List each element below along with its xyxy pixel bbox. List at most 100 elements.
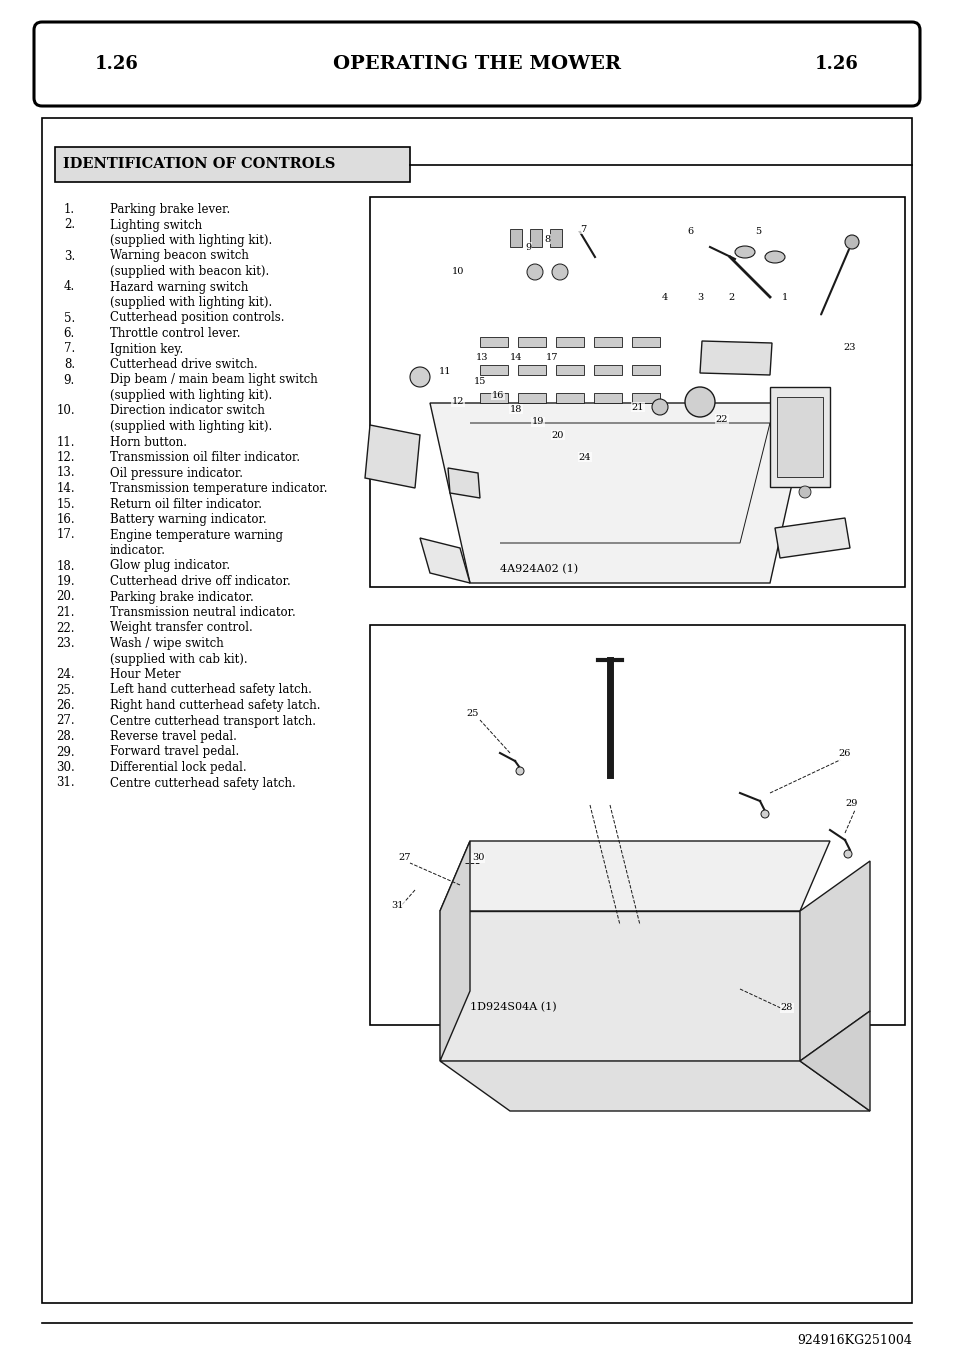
Text: 25.: 25. — [56, 683, 75, 697]
Text: 3: 3 — [696, 293, 702, 302]
Text: 12: 12 — [452, 398, 464, 407]
Text: 19.: 19. — [56, 576, 75, 588]
Circle shape — [844, 235, 858, 249]
Text: 2.: 2. — [64, 218, 75, 232]
Bar — [530, 229, 541, 247]
Circle shape — [651, 399, 667, 415]
Bar — [594, 337, 621, 346]
Polygon shape — [448, 468, 479, 497]
Text: (supplied with cab kit).: (supplied with cab kit). — [110, 652, 248, 666]
Text: Centre cutterhead safety latch.: Centre cutterhead safety latch. — [110, 776, 295, 790]
Text: 17: 17 — [545, 352, 558, 361]
Text: 2: 2 — [728, 293, 735, 302]
Text: Return oil filter indicator.: Return oil filter indicator. — [110, 497, 262, 511]
Text: Wash / wipe switch: Wash / wipe switch — [110, 638, 224, 650]
Text: 15.: 15. — [56, 497, 75, 511]
Text: 24.: 24. — [56, 669, 75, 681]
Text: Glow plug indicator.: Glow plug indicator. — [110, 559, 230, 573]
Bar — [556, 337, 583, 346]
Text: Battery warning indicator.: Battery warning indicator. — [110, 514, 266, 526]
Bar — [517, 365, 545, 375]
Text: 26: 26 — [838, 748, 850, 758]
Text: 21: 21 — [631, 403, 643, 411]
Text: Transmission oil filter indicator.: Transmission oil filter indicator. — [110, 452, 300, 464]
Text: 6.: 6. — [64, 328, 75, 340]
Text: Cutterhead drive switch.: Cutterhead drive switch. — [110, 359, 257, 371]
Bar — [631, 365, 659, 375]
Bar — [776, 398, 822, 477]
Text: 27.: 27. — [56, 714, 75, 728]
Text: 14.: 14. — [56, 483, 75, 495]
Text: 23.: 23. — [56, 638, 75, 650]
Text: Cutterhead position controls.: Cutterhead position controls. — [110, 311, 284, 325]
Polygon shape — [419, 538, 470, 582]
Text: 1.26: 1.26 — [814, 55, 858, 73]
Bar — [594, 394, 621, 403]
Text: 22: 22 — [715, 414, 727, 423]
Bar — [517, 337, 545, 346]
Text: Differential lock pedal.: Differential lock pedal. — [110, 762, 247, 774]
Text: 16.: 16. — [56, 514, 75, 526]
Circle shape — [552, 264, 567, 280]
Text: 29: 29 — [845, 798, 858, 807]
Text: Throttle control lever.: Throttle control lever. — [110, 328, 240, 340]
Circle shape — [410, 367, 430, 387]
Circle shape — [516, 767, 523, 775]
Text: 21.: 21. — [56, 607, 75, 619]
Text: 5: 5 — [754, 228, 760, 236]
Bar — [556, 394, 583, 403]
Text: 27: 27 — [398, 852, 411, 861]
Polygon shape — [365, 425, 419, 488]
Text: (supplied with lighting kit).: (supplied with lighting kit). — [110, 297, 272, 309]
Text: Engine temperature warning: Engine temperature warning — [110, 528, 283, 542]
Text: Dip beam / main beam light switch: Dip beam / main beam light switch — [110, 373, 317, 387]
Polygon shape — [430, 403, 809, 582]
Bar — [55, 147, 410, 182]
Text: 15: 15 — [474, 377, 486, 387]
Text: 24: 24 — [578, 453, 591, 461]
Text: Right hand cutterhead safety latch.: Right hand cutterhead safety latch. — [110, 700, 320, 712]
Text: indicator.: indicator. — [110, 545, 166, 557]
Bar — [510, 229, 521, 247]
Text: Reverse travel pedal.: Reverse travel pedal. — [110, 731, 236, 743]
Text: 8.: 8. — [64, 359, 75, 371]
Text: 28: 28 — [780, 1003, 792, 1012]
Text: 22.: 22. — [56, 621, 75, 635]
Text: 1: 1 — [781, 293, 787, 302]
Text: Horn button.: Horn button. — [110, 435, 187, 449]
Bar — [479, 337, 507, 346]
Text: 3.: 3. — [64, 249, 75, 263]
Text: 25: 25 — [466, 709, 478, 717]
Text: 16: 16 — [492, 391, 503, 399]
Text: Forward travel pedal.: Forward travel pedal. — [110, 745, 239, 759]
Text: 20: 20 — [551, 430, 563, 439]
Bar — [631, 394, 659, 403]
Bar — [42, 119, 911, 1304]
Text: 23: 23 — [842, 342, 856, 352]
Text: 11.: 11. — [56, 435, 75, 449]
Text: 29.: 29. — [56, 745, 75, 759]
Text: 11: 11 — [438, 368, 451, 376]
Text: 1.: 1. — [64, 204, 75, 216]
Text: 4.: 4. — [64, 280, 75, 294]
Circle shape — [799, 487, 810, 497]
Text: 20.: 20. — [56, 590, 75, 604]
Text: (supplied with lighting kit).: (supplied with lighting kit). — [110, 421, 272, 433]
Text: 13.: 13. — [56, 466, 75, 480]
Text: 13: 13 — [476, 352, 488, 361]
Ellipse shape — [764, 251, 784, 263]
Text: 1.26: 1.26 — [95, 55, 139, 73]
Text: Oil pressure indicator.: Oil pressure indicator. — [110, 466, 243, 480]
Bar — [594, 365, 621, 375]
Bar — [479, 365, 507, 375]
Text: Cutterhead drive off indicator.: Cutterhead drive off indicator. — [110, 576, 291, 588]
Text: Ignition key.: Ignition key. — [110, 342, 183, 356]
Polygon shape — [439, 1061, 869, 1111]
Text: 26.: 26. — [56, 700, 75, 712]
Text: 17.: 17. — [56, 528, 75, 542]
Text: 7: 7 — [579, 225, 585, 233]
Text: Transmission temperature indicator.: Transmission temperature indicator. — [110, 483, 327, 495]
Text: (supplied with lighting kit).: (supplied with lighting kit). — [110, 390, 272, 402]
Text: Lighting switch: Lighting switch — [110, 218, 202, 232]
Circle shape — [760, 810, 768, 818]
